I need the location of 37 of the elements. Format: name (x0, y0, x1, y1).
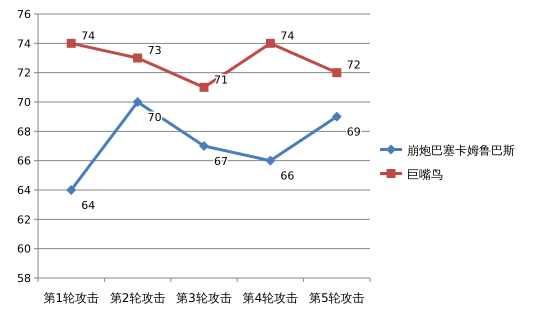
x-tick-label: 第2轮攻击 (110, 291, 166, 305)
legend-label: 巨嘴鸟 (407, 168, 443, 182)
point (132, 97, 143, 107)
data-label: 74 (81, 29, 96, 42)
point (66, 38, 76, 48)
y-tick-label: 72 (17, 66, 31, 80)
x-tick-label: 第1轮攻击 (43, 291, 100, 305)
data-label: 69 (346, 126, 361, 139)
y-tick-label: 64 (17, 184, 31, 197)
data-label: 74 (280, 29, 294, 42)
data-label: 66 (280, 170, 294, 183)
data-label: 64 (81, 199, 96, 212)
legend-label: 崩炮巴塞卡姆鲁巴斯 (407, 144, 515, 158)
x-tick-label: 第5轮攻击 (308, 291, 365, 305)
point (265, 156, 276, 166)
data-label: 73 (148, 44, 162, 57)
y-tick-label: 60 (17, 242, 31, 256)
point (200, 82, 208, 92)
y-tick-label: 70 (17, 96, 31, 109)
data-label: 71 (214, 73, 228, 86)
point (332, 112, 342, 122)
data-label: 67 (214, 155, 228, 168)
x-tick-label: 第4轮攻击 (242, 291, 298, 305)
y-tick-label: 68 (17, 125, 31, 138)
y-tick-label: 66 (17, 154, 31, 168)
y-tick-label: 62 (17, 213, 31, 226)
point (133, 54, 142, 62)
data-label: 72 (346, 58, 361, 72)
y-tick-label: 58 (17, 272, 31, 285)
point (66, 185, 76, 195)
x-tick-label: 第3轮攻击 (176, 291, 232, 305)
point (199, 141, 209, 151)
point (332, 68, 342, 78)
data-label: 70 (148, 111, 162, 124)
point (266, 38, 275, 48)
y-tick-label: 76 (17, 8, 31, 21)
y-tick-label: 74 (17, 37, 31, 50)
